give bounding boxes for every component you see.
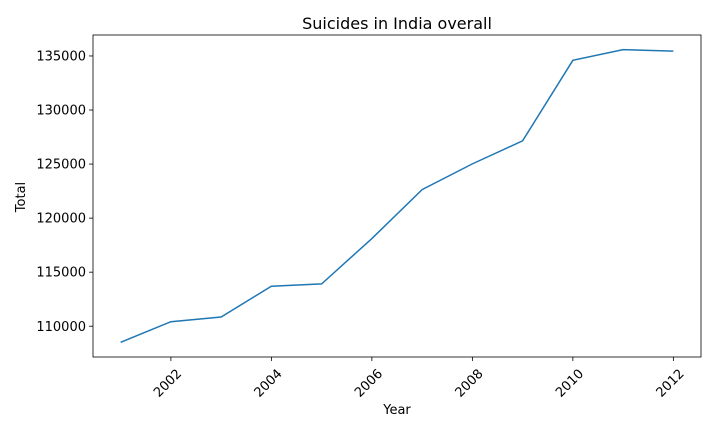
x-axis-label: Year xyxy=(382,403,411,418)
x-tick-label: 2010 xyxy=(553,367,587,401)
y-axis: 110000 115000 120000 125000 130000 135000 xyxy=(36,50,93,335)
series-line-0 xyxy=(120,48,674,344)
x-tick-label: 2002 xyxy=(151,367,185,401)
chart-title: Suicides in India overall xyxy=(302,14,492,33)
y-tick-label: 110000 xyxy=(36,320,86,335)
y-tick-label: 120000 xyxy=(36,212,86,227)
plot-area xyxy=(92,34,702,358)
y-axis-label: Total xyxy=(14,182,29,213)
y-tick-label: 125000 xyxy=(36,158,86,173)
plot-frame xyxy=(92,34,702,358)
y-tick-label: 135000 xyxy=(36,50,86,65)
y-tick-label: 130000 xyxy=(36,104,86,119)
x-tick-label: 2012 xyxy=(654,367,688,401)
x-axis: 2002 2004 2006 2008 2010 2012 xyxy=(151,357,688,401)
x-tick-label: 2004 xyxy=(252,367,286,401)
y-tick-label: 115000 xyxy=(36,266,86,281)
x-tick-label: 2008 xyxy=(453,367,487,401)
x-tick-label: 2006 xyxy=(352,367,386,401)
